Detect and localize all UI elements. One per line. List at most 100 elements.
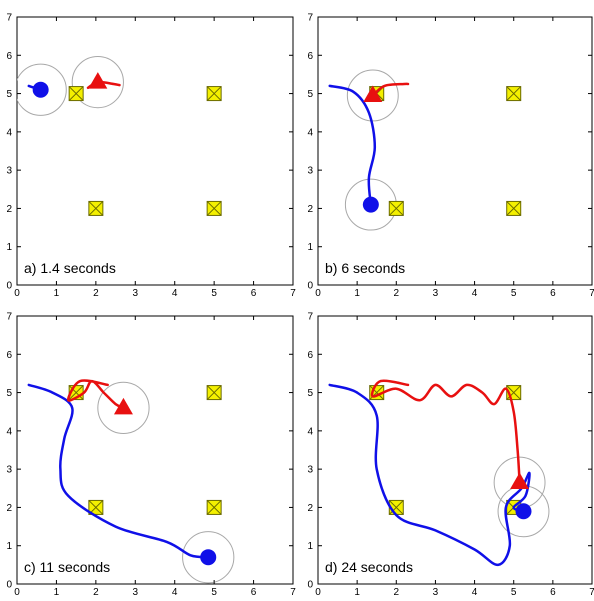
target-marker [206,385,222,401]
x-tick-label: 3 [133,288,139,299]
panel-1: 0 1 2 3 4 5 6 7 0 1 2 3 4 5 6 7 a) 1.4 seconds [6,13,296,300]
y-tick-label: 3 [6,166,12,177]
y-tick-label: 2 [6,503,12,514]
red-robot-range-circle [71,55,124,109]
y-tick-label: 3 [6,465,12,476]
y-tick-label: 4 [307,127,313,138]
blue-robot-range-circle [17,63,67,116]
x-tick-label: 0 [315,587,321,598]
x-tick-label: 1 [354,587,360,598]
plot-content [328,69,522,231]
y-tick-label: 1 [307,242,313,253]
y-tick-label: 7 [307,13,313,24]
y-tick-label: 4 [6,127,12,138]
y-tick-label: 3 [307,166,313,177]
y-tick-label: 7 [6,13,12,24]
panel-caption: d) 24 seconds [325,559,413,575]
y-tick-label: 6 [307,51,313,62]
y-tick-label: 2 [307,503,313,514]
target-marker [206,200,222,216]
panel-caption: b) 6 seconds [325,260,405,276]
x-tick-label: 2 [93,288,99,299]
x-tick-label: 4 [472,288,478,299]
plot-area [16,16,294,286]
plot-area [317,16,593,286]
red-robot-trail [371,82,410,97]
x-tick-label: 1 [354,288,360,299]
x-tick-label: 5 [511,288,517,299]
red-robot-marker [88,72,108,89]
x-tick-label: 5 [211,587,217,598]
panel-2: 0 1 2 3 4 5 6 7 0 1 2 3 4 5 6 7 b) 6 seconds [307,13,594,300]
x-tick-label: 2 [394,587,400,598]
blue-robot-range-circle [182,531,235,584]
y-tick-label: 4 [307,426,313,437]
x-tick-label: 7 [290,288,296,299]
x-tick-label: 3 [433,587,439,598]
red-robot-trail [67,379,125,410]
panel-3: 0 1 2 3 4 5 6 7 0 1 2 3 4 5 6 7 c) 11 seconds [6,312,296,599]
y-tick-label: 6 [6,51,12,62]
x-tick-label: 0 [14,288,20,299]
x-tick-label: 6 [251,587,257,598]
target-marker [206,86,222,102]
x-tick-label: 6 [550,587,556,598]
x-tick-label: 7 [589,587,594,598]
y-tick-label: 0 [307,281,313,292]
x-tick-label: 6 [550,288,556,299]
y-tick-label: 0 [6,281,12,292]
x-tick-label: 6 [251,288,257,299]
target-marker [68,86,84,102]
y-tick-label: 1 [6,242,12,253]
x-tick-label: 7 [589,288,594,299]
red-robot-trail [370,379,521,484]
target-marker [506,200,522,216]
x-tick-label: 0 [315,288,321,299]
target-marker [206,499,222,515]
y-tick-label: 5 [307,388,313,399]
y-tick-label: 0 [6,580,12,591]
plot-content [27,379,235,584]
y-tick-label: 3 [307,465,313,476]
target-marker [88,499,104,515]
y-tick-label: 5 [307,89,313,100]
plot-content [328,379,550,567]
panel-4: 0 1 2 3 4 5 6 7 0 1 2 3 4 5 6 7 d) 24 seconds [307,312,594,599]
x-tick-label: 5 [511,587,517,598]
panel-caption: a) 1.4 seconds [24,260,116,276]
x-tick-label: 4 [172,587,178,598]
x-tick-label: 1 [54,288,60,299]
x-tick-label: 3 [133,587,139,598]
y-tick-label: 5 [6,388,12,399]
y-tick-label: 6 [307,350,313,361]
y-tick-label: 6 [6,350,12,361]
x-tick-label: 4 [172,288,178,299]
plot-area [317,315,593,585]
y-tick-label: 2 [307,204,313,215]
x-tick-label: 0 [14,587,20,598]
plot-content [17,55,222,216]
panel-caption: c) 11 seconds [24,559,110,575]
y-tick-label: 0 [307,580,313,591]
x-tick-label: 1 [54,587,60,598]
target-marker [506,86,522,102]
y-tick-label: 1 [307,541,313,552]
y-tick-label: 2 [6,204,12,215]
x-tick-label: 2 [394,288,400,299]
target-marker [88,200,104,216]
y-tick-label: 7 [307,312,313,323]
x-tick-label: 3 [433,288,439,299]
y-tick-label: 5 [6,89,12,100]
blue-robot-marker [200,549,217,566]
x-tick-label: 2 [93,587,99,598]
blue-robot-marker [362,196,379,213]
y-tick-label: 1 [6,541,12,552]
x-tick-label: 4 [472,587,478,598]
y-tick-label: 4 [6,426,12,437]
blue-robot-marker [32,81,49,98]
red-robot-marker [510,472,530,490]
x-tick-label: 7 [290,587,296,598]
red-robot-marker [113,397,133,415]
plot-area [16,315,294,585]
